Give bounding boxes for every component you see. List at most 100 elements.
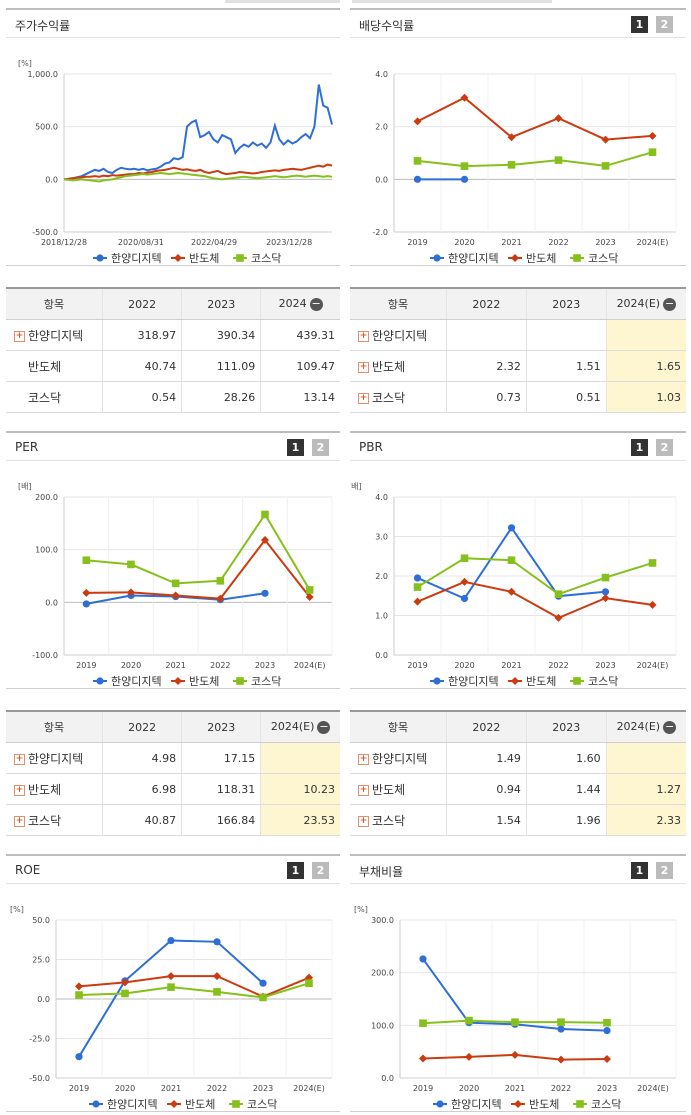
row-name: 코스닥 — [372, 390, 406, 405]
row-name: 반도체 — [28, 782, 62, 797]
panel-header: PBR 1 2 — [350, 431, 686, 461]
panel-title: PER — [15, 440, 39, 454]
x-tick-label: 2019 — [76, 661, 96, 670]
data-point — [603, 1055, 611, 1064]
pbr-chart: [배] 4.0 3.0 2.0 1.0 0.0 2019 2020 2021 2022 2023 20… — [350, 482, 677, 688]
return-panel: 주가수익률 [%] 1,000.0 500.0 0.0 -500.0 2018/12/28… — [6, 8, 340, 266]
y-tick-label: 500.0 — [35, 123, 58, 132]
table-row: + 반도체 0.94 1.44 1.27 — [350, 773, 686, 805]
collapse-icon[interactable]: − — [663, 296, 677, 311]
data-point — [213, 988, 221, 996]
y-tick-label: 1,000.0 — [27, 70, 58, 79]
unit-label: [%] — [10, 905, 24, 914]
x-tick-label: 2020 — [454, 661, 474, 670]
legend-label: 한양디지텍 — [448, 675, 499, 688]
unit-label: [%] — [354, 905, 368, 914]
table-header-cell: 2023 — [181, 287, 261, 320]
expand-icon[interactable]: + — [14, 815, 25, 827]
data-point — [82, 600, 90, 608]
table-cell: 1.51 — [525, 350, 607, 382]
table-cell: 23.53 — [260, 804, 340, 836]
legend-label: 코스닥 — [251, 675, 281, 688]
x-tick-label: 2024(E) — [637, 661, 669, 670]
collapse-icon[interactable]: − — [317, 719, 331, 734]
table-header-row: 항목 2022 2023 2024(E) − — [350, 287, 686, 320]
table-header-cell: 항목 — [350, 710, 447, 743]
table-cell: 2.33 — [605, 804, 686, 836]
table-cell: 1.49 — [446, 742, 527, 774]
legend-marker — [436, 1100, 444, 1108]
x-tick-label: 2021 — [165, 661, 185, 670]
legend-marker — [433, 254, 441, 262]
panel-title: 부채비율 — [359, 865, 404, 879]
data-point — [460, 162, 469, 170]
collapse-icon[interactable]: − — [309, 296, 323, 311]
data-point — [419, 1019, 427, 1028]
y-tick-label: 2.0 — [375, 572, 388, 581]
data-point — [261, 589, 269, 597]
y-tick-label: 200.0 — [35, 493, 58, 502]
y-tick-label: 0.0 — [45, 175, 58, 184]
legend-marker — [232, 1100, 240, 1108]
expand-icon[interactable]: + — [14, 784, 25, 796]
table-header-cell: 2022 — [101, 287, 182, 320]
data-point — [216, 577, 225, 585]
table-header-cell: 항목 — [6, 710, 103, 743]
table-cell: 439.31 — [260, 319, 340, 351]
page-1-button[interactable]: 1 — [631, 862, 648, 879]
legend-marker — [576, 1100, 584, 1108]
page-2-button[interactable]: 2 — [656, 16, 673, 33]
y-tick-label: -25.0 — [29, 1035, 50, 1044]
x-tick-label: 2021 — [161, 1084, 181, 1093]
table-cell: 390.34 — [181, 319, 261, 351]
expand-icon[interactable]: + — [14, 330, 25, 342]
page-2-button[interactable]: 2 — [656, 862, 673, 879]
table-cell: 111.09 — [181, 350, 261, 382]
page-1-button[interactable]: 1 — [631, 439, 648, 456]
expand-icon[interactable]: + — [358, 361, 369, 373]
x-tick-label: 2022 — [207, 1084, 227, 1093]
page-1-button[interactable]: 1 — [287, 862, 304, 879]
legend-label: 반도체 — [189, 252, 219, 265]
unit-label: [배] — [18, 482, 32, 491]
unit-label: [%] — [18, 59, 32, 68]
page-1-button[interactable]: 1 — [631, 16, 648, 33]
x-tick-label: 2023 — [597, 1084, 617, 1093]
table-cell: 2.32 — [446, 350, 527, 382]
data-point — [127, 560, 135, 569]
top-tab-stripe — [225, 0, 340, 3]
expand-icon[interactable]: + — [14, 753, 25, 765]
data-point — [465, 1016, 473, 1025]
x-tick-label: 2019 — [69, 1084, 89, 1093]
dividend-panel: 배당수익률 1 2 4.0 2.0 0.0 -2.0 2019 2020 2021 2022 2… — [350, 8, 686, 266]
legend-marker — [511, 677, 519, 685]
expand-icon[interactable]: + — [358, 392, 369, 404]
y-tick-label: 1.0 — [375, 612, 388, 621]
return-table: 항목 2022 2023 2024− + 한양디지텍 318.97 390.34 439.31 반… — [6, 287, 340, 413]
dividend-chart: 4.0 2.0 0.0 -2.0 2019 2020 2021 2022 2023 2024(E)… — [372, 70, 677, 265]
page-2-button[interactable]: 2 — [656, 439, 673, 456]
legend-marker — [174, 254, 182, 262]
data-point — [171, 579, 180, 588]
row-label: + 반도체 — [350, 773, 447, 805]
series-line — [417, 151, 653, 168]
y-tick-label: 50.0 — [32, 916, 50, 925]
data-point — [511, 1018, 519, 1026]
page-2-button[interactable]: 2 — [312, 439, 329, 456]
row-label: 코스닥 — [6, 381, 103, 413]
table-cell: 13.14 — [260, 381, 340, 413]
legend-marker — [573, 254, 581, 262]
legend-label: 반도체 — [526, 675, 556, 688]
data-point — [167, 983, 175, 991]
collapse-icon[interactable]: − — [663, 719, 677, 734]
row-name: 반도체 — [372, 359, 406, 374]
expand-icon[interactable]: + — [358, 815, 369, 827]
expand-icon[interactable]: + — [358, 784, 369, 796]
page-1-button[interactable]: 1 — [287, 439, 304, 456]
legend-label: 반도체 — [185, 1098, 215, 1111]
expand-icon[interactable]: + — [358, 330, 369, 342]
expand-icon[interactable]: + — [358, 753, 369, 765]
page-2-button[interactable]: 2 — [312, 862, 329, 879]
data-point — [648, 148, 657, 157]
